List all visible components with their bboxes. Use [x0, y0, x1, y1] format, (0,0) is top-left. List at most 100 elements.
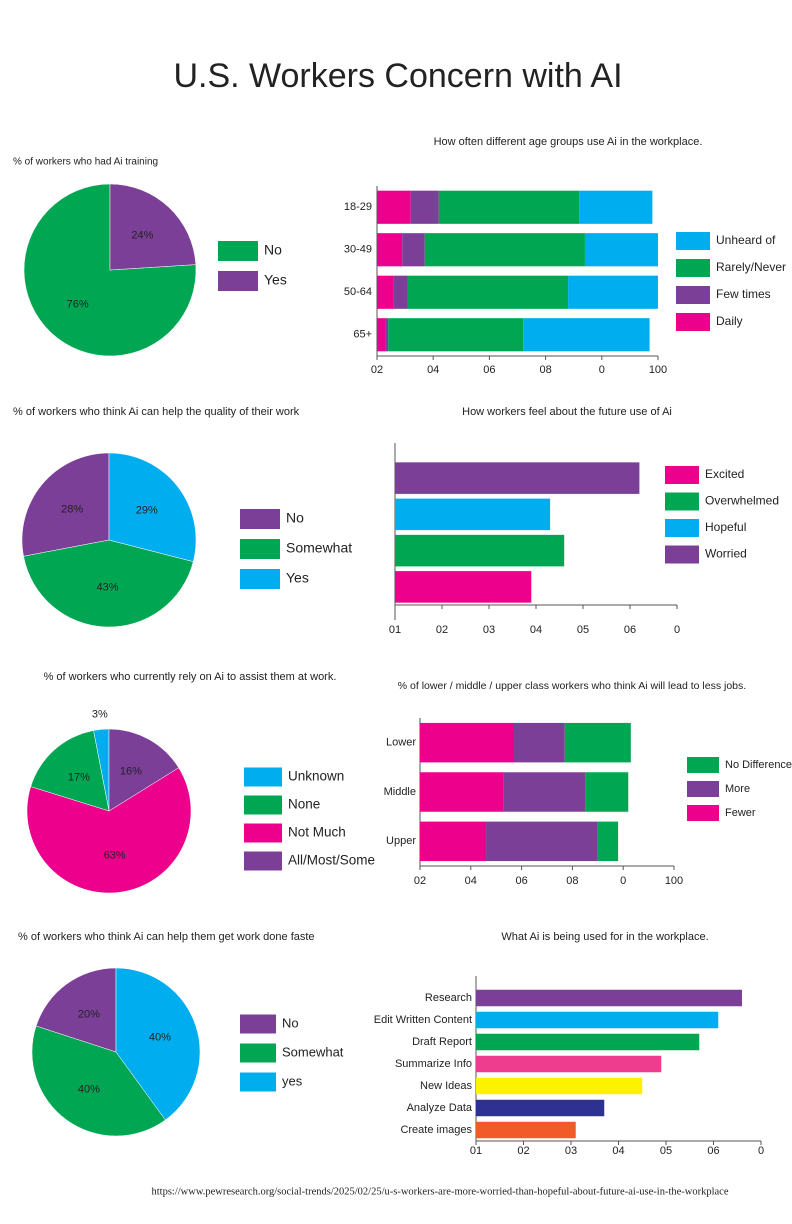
bar [476, 1033, 700, 1051]
y-tick-label: Summarize Info [395, 1058, 472, 1070]
value-label: 20% [78, 1009, 100, 1021]
legend-label: Yes [286, 570, 309, 586]
bar [476, 1011, 719, 1029]
y-tick-label: Create images [400, 1124, 472, 1136]
y-tick-label: Draft Report [412, 1036, 472, 1048]
bar-segment [486, 821, 598, 862]
chart-title: % of workers who had Ai training [13, 157, 158, 168]
x-tick-label: 08 [566, 875, 578, 887]
bar-segment [513, 722, 565, 763]
legend-label: Overwhelmed [705, 494, 779, 508]
y-tick-label: Middle [384, 786, 416, 798]
pie-slice [30, 730, 110, 812]
value-label: 76% [67, 298, 89, 310]
bar-segment [410, 190, 439, 224]
legend-swatch [687, 781, 719, 797]
legend-label: No [264, 242, 282, 258]
y-tick-label: Edit Written Content [374, 1014, 472, 1026]
bar-segment [377, 318, 386, 352]
legend-swatch [240, 569, 280, 589]
bar-segment [503, 772, 586, 812]
legend-swatch [244, 795, 282, 815]
y-tick-label: Analyze Data [407, 1102, 473, 1114]
x-tick-label: 02 [371, 364, 383, 376]
legend-label: More [725, 783, 750, 795]
legend-label: None [288, 797, 320, 812]
x-tick-label: 02 [436, 624, 448, 636]
legend-swatch [687, 757, 719, 773]
legend-swatch [676, 286, 710, 304]
bar-segment [420, 722, 514, 763]
legend-label: No [282, 1015, 299, 1030]
pie-slice [115, 967, 201, 1121]
x-tick-label: 04 [612, 1145, 624, 1157]
chart-title: % of workers who currently rely on Ai to… [44, 671, 337, 683]
legend-swatch [244, 767, 282, 787]
legend-swatch [665, 492, 699, 511]
value-label: 24% [131, 229, 153, 241]
value-label: 40% [78, 1083, 100, 1095]
legend-label: yes [282, 1073, 303, 1088]
legend-label: Hopeful [705, 520, 746, 534]
bar-segment [420, 772, 504, 812]
x-tick-label: 02 [414, 875, 426, 887]
x-tick-label: 06 [624, 624, 636, 636]
legend-swatch [240, 1043, 276, 1063]
x-tick-label: 02 [517, 1145, 529, 1157]
legend-swatch [676, 232, 710, 250]
y-tick-label: 30-49 [344, 244, 372, 256]
x-tick-label: 06 [707, 1145, 719, 1157]
bar-segment [402, 233, 425, 267]
legend-swatch [218, 241, 258, 261]
bar [395, 571, 532, 603]
legend-label: Daily [716, 314, 743, 328]
x-tick-label: 01 [470, 1145, 482, 1157]
pie-slice [35, 967, 117, 1053]
legend-swatch [240, 1072, 276, 1092]
pie-slice [108, 452, 197, 562]
bar-segment [377, 275, 394, 309]
legend-label: Rarely/Never [716, 260, 786, 274]
bar-segment [579, 190, 653, 224]
bar-segment [388, 318, 524, 352]
chart-title: % of workers who think Ai can help the q… [13, 406, 300, 418]
pie-slice [108, 728, 180, 812]
value-label: 29% [136, 505, 158, 517]
pie-slice [21, 452, 110, 557]
legend-label: Somewhat [282, 1044, 344, 1059]
x-tick-label: 05 [577, 624, 589, 636]
bar-segment [424, 233, 585, 267]
x-tick-label: 01 [389, 624, 401, 636]
value-label: 16% [120, 765, 142, 777]
legend-label: Fewer [725, 807, 756, 819]
bar-segment [597, 821, 619, 862]
chart-title: What Ai is being used for in the workpla… [501, 931, 708, 943]
value-label: 17% [68, 771, 90, 783]
chart-title: How often different age groups use Ai in… [434, 136, 703, 148]
pie-slice [23, 539, 194, 628]
x-tick-label: 03 [565, 1145, 577, 1157]
x-tick-label: 08 [539, 364, 551, 376]
bar [395, 462, 640, 494]
value-label: 43% [96, 582, 118, 594]
bar [395, 498, 551, 531]
legend-label: No Difference [725, 759, 792, 771]
x-tick-label: 0 [674, 624, 680, 636]
x-tick-label: 04 [530, 624, 542, 636]
x-tick-label: 0 [599, 364, 605, 376]
bar-segment [385, 318, 389, 352]
bar [476, 1121, 576, 1139]
legend-label: Not Much [288, 825, 346, 840]
x-tick-label: 03 [483, 624, 495, 636]
bar-segment [564, 722, 631, 763]
x-tick-label: 06 [515, 875, 527, 887]
legend-swatch [676, 259, 710, 277]
pie-slice [26, 767, 192, 894]
chart-title: How workers feel about the future use of… [462, 406, 672, 418]
bar [476, 1077, 643, 1095]
bar [395, 534, 565, 567]
y-tick-label: Research [425, 992, 472, 1004]
x-tick-label: 04 [427, 364, 439, 376]
legend-swatch [244, 823, 282, 843]
